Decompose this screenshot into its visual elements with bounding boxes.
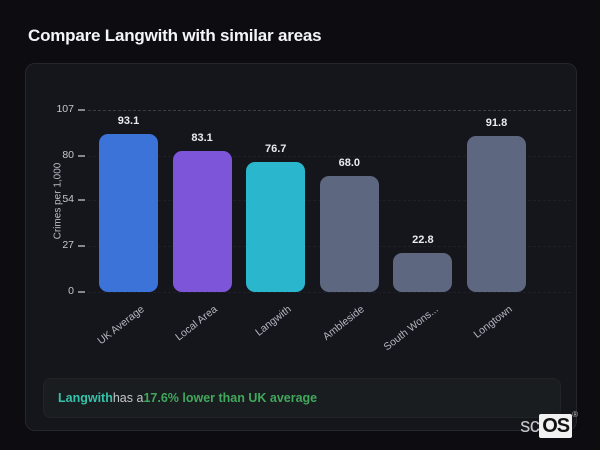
bar-value-uk-average: 93.1 xyxy=(117,114,140,127)
y-tick-label-80: 80 xyxy=(62,149,74,161)
chart-card: Crimes per 1,000 0 27 54 80 107 93.1 UK Averag… xyxy=(25,63,577,431)
bar-south-wons[interactable] xyxy=(393,253,453,292)
logo-suffix: OS xyxy=(539,414,573,438)
scos-logo: sc OS ® xyxy=(520,410,578,438)
bar-value-ambleside: 68.0 xyxy=(338,157,360,170)
gridline-0 xyxy=(88,292,571,293)
y-tick-label-0: 0 xyxy=(68,285,74,297)
registered-mark-icon: ® xyxy=(572,410,578,419)
bar-value-south-wons: 22.8 xyxy=(412,234,434,247)
bar-value-longtown: 91.8 xyxy=(485,116,508,129)
y-tick-label-54: 54 xyxy=(62,193,74,206)
gridline-107 xyxy=(88,110,571,112)
page-title: Compare Langwith with similar areas xyxy=(28,26,322,45)
summary-area-name: Langwith xyxy=(58,391,113,405)
bar-uk-average[interactable] xyxy=(99,133,158,292)
bar-langwith[interactable] xyxy=(246,161,306,292)
summary-stat: 17.6% lower than UK average xyxy=(143,391,318,405)
summary-connector: has a xyxy=(112,391,144,405)
y-tick-mark-54 xyxy=(78,199,85,202)
y-tick-label-27: 27 xyxy=(62,239,74,252)
bar-value-local-area: 83.1 xyxy=(191,131,213,144)
bar-value-langwith: 76.7 xyxy=(264,142,287,155)
y-tick-mark-107 xyxy=(78,109,85,112)
gridline-80 xyxy=(88,156,571,157)
y-tick-label-107: 107 xyxy=(56,103,74,116)
y-tick-mark-0 xyxy=(78,291,85,293)
y-tick-mark-27 xyxy=(78,245,85,248)
bar-longtown[interactable] xyxy=(467,135,526,292)
plot-area: Crimes per 1,000 0 27 54 80 107 93.1 UK Averag… xyxy=(26,64,578,374)
y-tick-mark-80 xyxy=(78,155,85,157)
bar-local-area[interactable] xyxy=(172,150,232,292)
bar-ambleside[interactable] xyxy=(319,176,379,292)
logo-prefix: sc xyxy=(520,415,540,437)
summary-banner: Langwith has a 17.6% lower than UK avera… xyxy=(43,378,561,418)
